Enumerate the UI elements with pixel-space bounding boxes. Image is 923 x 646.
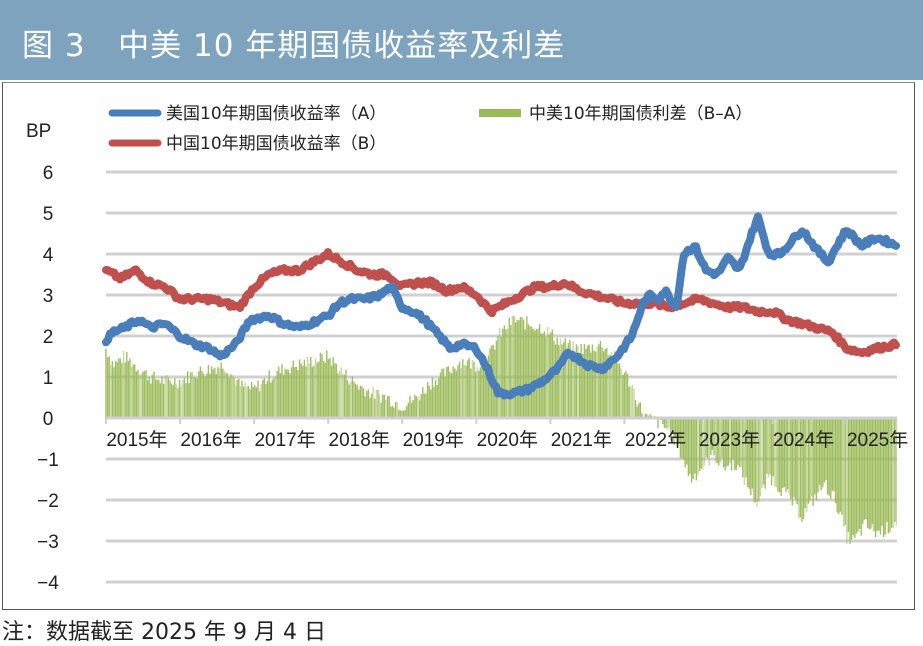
x-tick-label: 2023年 xyxy=(699,429,760,451)
figure-title: 图 3 中美 10 年期国债收益率及利差 xyxy=(22,28,566,64)
line-cn-yield xyxy=(102,248,900,358)
y-tick-label: −1 xyxy=(37,450,59,471)
y-tick-label: −4 xyxy=(37,573,59,594)
x-tick-label: 2017年 xyxy=(254,429,315,451)
x-tick-label: 2016年 xyxy=(180,429,241,451)
x-tick-label: 2022年 xyxy=(625,429,686,451)
y-tick-label: 6 xyxy=(43,163,54,184)
title-bar: 图 3 中美 10 年期国债收益率及利差 xyxy=(0,0,923,80)
y-axis: 6 5 4 3 2 1 0 −1 −2 −3 −4 xyxy=(37,163,59,594)
spread-bars xyxy=(105,315,898,544)
x-axis: 2015年 2016年 2017年 2018年 2019年 2020年 2021年 2022年… xyxy=(105,416,908,451)
legend-item-cn: 中国10年期国债收益率（B） xyxy=(108,134,386,154)
legend-item-spread: 中美10年期国债利差（B–A） xyxy=(479,104,752,124)
legend-item-us: 美国10年期国债收益率（A） xyxy=(108,104,386,124)
legend-swatch-spread xyxy=(479,109,521,117)
y-tick-label: 1 xyxy=(43,368,54,389)
y-tick-label: 4 xyxy=(43,245,54,266)
y-axis-label: BP xyxy=(26,121,51,142)
legend-label-cn: 中国10年期国债收益率（B） xyxy=(166,134,386,154)
y-tick-label: 0 xyxy=(43,409,54,430)
x-tick-label: 2019年 xyxy=(403,429,464,451)
yield-lines xyxy=(102,212,900,400)
x-tick-label: 2018年 xyxy=(329,429,390,451)
chart: 2015年 2016年 2017年 2018年 2019年 2020年 2021年 2022年… xyxy=(26,104,908,594)
legend-label-us: 美国10年期国债收益率（A） xyxy=(166,104,386,124)
x-tick-label: 2020年 xyxy=(477,429,538,451)
y-tick-label: 2 xyxy=(43,327,54,348)
x-tick-label: 2025年 xyxy=(847,429,908,451)
y-tick-label: 3 xyxy=(43,286,54,307)
footnote: 注：数据截至 2025 年 9 月 4 日 xyxy=(2,620,326,645)
line-us-yield xyxy=(102,212,900,400)
y-tick-label: −3 xyxy=(37,532,59,553)
y-tick-label: 5 xyxy=(43,204,54,225)
legend-label-spread: 中美10年期国债利差（B–A） xyxy=(529,104,752,124)
x-tick-label: 2021年 xyxy=(551,429,612,451)
legend: 美国10年期国债收益率（A） 中国10年期国债收益率（B） 中美10年期国债利差… xyxy=(108,104,752,154)
x-tick-label: 2015年 xyxy=(106,429,167,451)
x-tick-label: 2024年 xyxy=(773,429,834,451)
y-tick-label: −2 xyxy=(37,491,59,512)
